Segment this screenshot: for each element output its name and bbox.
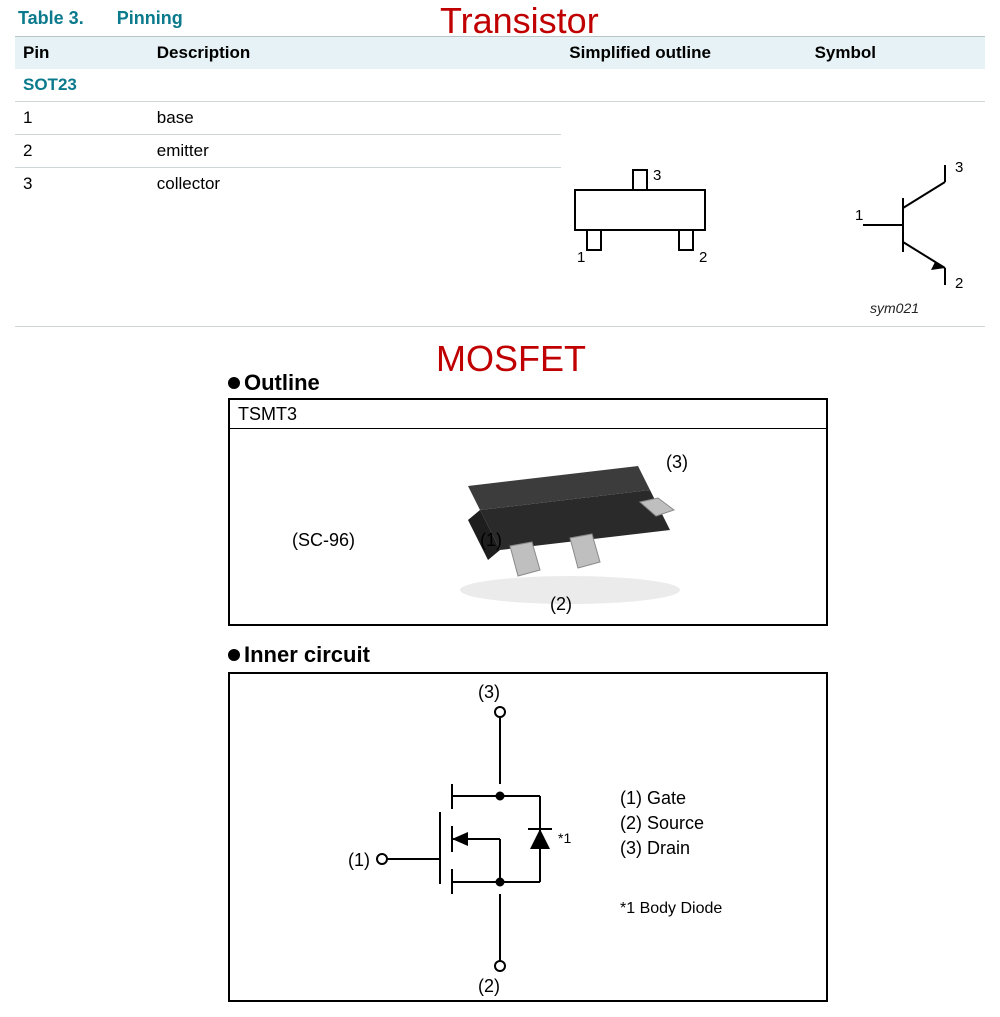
inner-circuit-heading: Inner circuit (228, 642, 370, 668)
circuit-pin3: (3) (478, 682, 500, 703)
table-row: 1 base (15, 102, 985, 135)
table-caption: Table 3. Pinning (18, 8, 183, 29)
outline-pin3: (3) (666, 452, 688, 473)
outline-alt-label: (SC-96) (292, 530, 355, 551)
mosfet-title: MOSFET (436, 338, 586, 380)
outline-pin3-label: 3 (653, 167, 661, 184)
cell-pin: 3 (15, 168, 149, 201)
legend-item: (2) Source (620, 811, 704, 836)
legend-item: (3) Drain (620, 836, 704, 861)
page: Transistor Table 3. Pinning Pin Descript… (0, 0, 1000, 1017)
circuit-pin1: (1) (348, 850, 370, 871)
col-description: Description (149, 37, 562, 70)
col-pin: Pin (15, 37, 149, 70)
outline-pin1: (1) (480, 530, 502, 551)
svg-text:2: 2 (955, 275, 963, 290)
col-symbol: Symbol (807, 37, 985, 70)
cell-desc: collector (149, 168, 562, 201)
svg-text:1: 1 (855, 207, 863, 224)
pinning-table: Pin Description Simplified outline Symbo… (15, 36, 985, 200)
outline-pin2: (2) (550, 594, 572, 615)
symbol-note: sym021 (870, 300, 919, 316)
table-header-row: Pin Description Simplified outline Symbo… (15, 37, 985, 70)
cell-pin: 1 (15, 102, 149, 135)
svg-text:3: 3 (955, 160, 963, 176)
col-outline: Simplified outline (561, 37, 806, 70)
legend-item: (1) Gate (620, 786, 704, 811)
table-caption-number: Table 3. (18, 8, 84, 28)
section-divider (15, 326, 985, 327)
bullet-icon (228, 649, 240, 661)
inner-circuit-box: (3) (1) (2) *1 (1) Gate (2) Source (3) D… (228, 672, 828, 1002)
outline-heading: Outline (228, 370, 320, 396)
bullet-icon (228, 377, 240, 389)
package-name-label: TSMT3 (238, 404, 297, 425)
cell-pin: 2 (15, 135, 149, 168)
sot23-outline-icon: 3 1 2 (565, 160, 725, 270)
package-name: SOT23 (15, 69, 985, 102)
table-package-row: SOT23 (15, 69, 985, 102)
circuit-pin2: (2) (478, 976, 500, 997)
pin-legend: (1) Gate (2) Source (3) Drain (620, 786, 704, 862)
diode-mark: *1 (558, 830, 571, 846)
outline-pin2-label: 2 (699, 249, 707, 266)
table-caption-name: Pinning (117, 8, 183, 28)
outline-box: TSMT3 (SC-96) (1) (2) (3) (228, 398, 828, 626)
cell-desc: emitter (149, 135, 562, 168)
outline-pin1-label: 1 (577, 249, 585, 266)
body-diode-footnote: *1 Body Diode (620, 900, 722, 918)
cell-desc: base (149, 102, 562, 135)
bjt-symbol-icon: 3 1 2 (855, 160, 975, 290)
